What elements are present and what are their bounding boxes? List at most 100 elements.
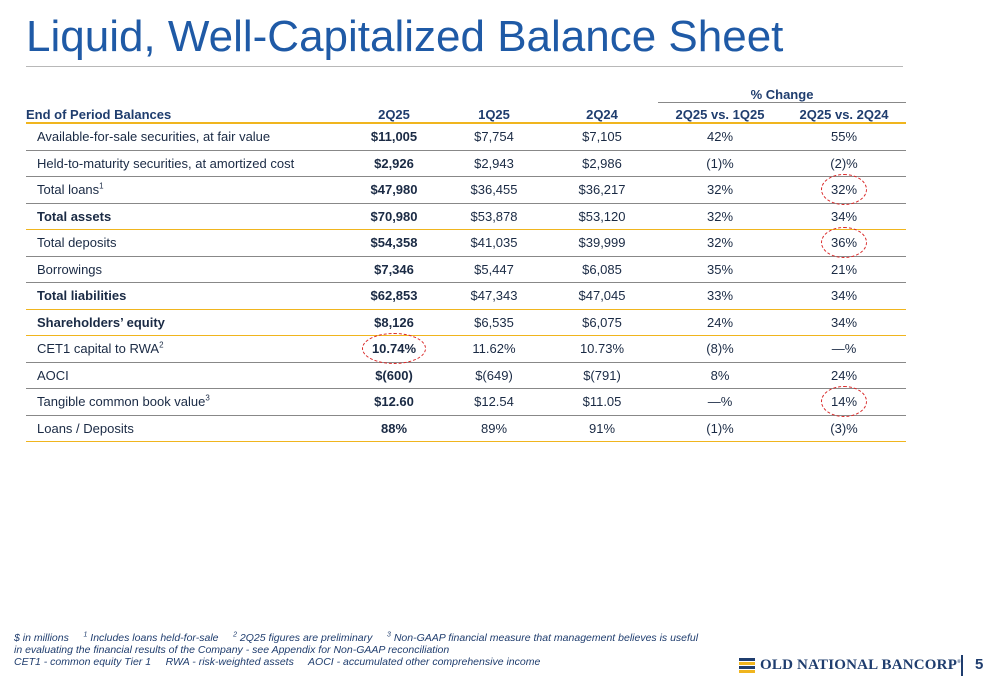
table-row: Total loans1 $47,980 $36,455 $36,217 32% 32% [26,174,906,206]
row-label: Total loans1 [26,176,346,204]
cell-1q25: $12.54 [442,388,546,416]
cell-vs-1q25: 42% [658,123,782,151]
cell-value: $(791) [583,367,621,383]
row-label-text: Loans / Deposits [37,420,134,436]
cell-2q24: $36,217 [546,176,658,204]
row-label: Tangible common book value3 [26,388,346,416]
cell-value: $6,085 [582,261,622,277]
cell-value: $2,986 [582,155,622,171]
cell-2q25: $47,980 [346,176,442,204]
table-row: Tangible common book value3 $12.60 $12.54 $… [26,386,906,418]
cell-2q24: $39,999 [546,229,658,257]
footnote-2: 2Q25 figures are preliminary [239,632,373,644]
cell-value: 89% [480,420,508,436]
cell-value: 11.62% [472,341,516,357]
cell-value: 55% [830,129,858,145]
page-number-divider [961,655,963,676]
cell-1q25: $2,943 [442,150,546,177]
balance-sheet-table: % Change End of Period Balances 2Q25 1Q2… [26,84,906,442]
cell-value: $53,878 [470,208,518,224]
cell-1q25: $7,754 [442,123,546,151]
cell-2q24: $2,986 [546,150,658,177]
cell-value: 35% [706,261,734,277]
cell-value: 34% [830,314,858,330]
cell-value: (3)% [830,420,858,436]
title-divider [26,66,903,67]
footnote-reference: 3 [205,393,210,403]
company-logo: OLD NATIONAL BANCORP® [739,657,961,674]
table-row: Loans / Deposits 88% 89% 91% (1)% (3)% [26,415,906,442]
cell-2q24: $(791) [546,362,658,389]
cell-vs-1q25: (1)% [658,150,782,177]
cell-value: $53,120 [578,208,626,224]
cell-value: 24% [706,314,734,330]
cell-value: $(600) [375,367,413,383]
cell-value: 32% [706,235,734,251]
circled-value: 14% [820,386,868,418]
cell-value: 24% [830,367,858,383]
cell-2q25: 88% [346,415,442,442]
registered-mark: ® [957,660,962,665]
cell-vs-2q24: 21% [782,256,906,283]
column-header-vs-2q24: 2Q25 vs. 2Q24 [782,102,906,124]
cell-1q25: $47,343 [442,282,546,310]
cell-vs-1q25: 32% [658,229,782,257]
cell-value: $2,926 [374,155,414,171]
table-row: Borrowings $7,346 $5,447 $6,085 35% 21% [26,256,906,283]
row-label: AOCI [26,362,346,389]
column-header-2q24: 2Q24 [546,102,658,124]
cell-value: (8)% [706,341,734,357]
cell-value: $6,535 [474,314,514,330]
cell-value: 88% [380,420,408,436]
cell-1q25: 11.62% [442,335,546,363]
logo-mark-icon [739,657,755,674]
cell-value: $(649) [475,367,513,383]
cell-value: 10.73% [579,341,625,357]
circled-value: 36% [820,227,868,259]
cell-value: $70,980 [370,208,418,224]
column-header-vs-1q25: 2Q25 vs. 1Q25 [658,102,782,124]
footnote-line-1: $ in millions 1 Includes loans held-for-… [14,631,754,645]
cell-value: —% [707,394,733,410]
row-label-text: Borrowings [37,261,103,277]
cell-value: (1)% [706,155,734,171]
table-header-group-row: % Change [26,84,906,103]
cell-value: $62,853 [370,288,418,304]
cell-2q25: $11,005 [346,123,442,151]
cell-value: $47,343 [470,288,518,304]
cell-vs-1q25: 8% [658,362,782,389]
row-label-text: Held-to-maturity securities, at amortize… [37,155,295,171]
cell-vs-2q24: 34% [782,282,906,310]
footnote-units: $ in millions [14,632,69,644]
footnote-line-3: CET1 - common equity Tier 1 RWA - risk-w… [14,656,754,668]
row-label-text: Available-for-sale securities, at fair v… [37,129,271,145]
footnote-3-part-1: Non-GAAP financial measure that manageme… [393,632,699,644]
footnote-marker: 1 [83,631,88,639]
abbreviation-cet1: CET1 - common equity Tier 1 [14,656,152,668]
table-row: CET1 capital to RWA2 10.74% 11.62% 10.73% (8… [26,333,906,365]
cell-vs-2q24: (3)% [782,415,906,442]
cell-value: (1)% [706,420,734,436]
cell-value: $11,005 [370,129,418,145]
cell-value: 33% [706,288,734,304]
footnote-3-part-2: in evaluating the financial results of t… [14,644,450,656]
pct-change-group-header: % Change [658,84,906,103]
page-title: Liquid, Well-Capitalized Balance Sheet [26,12,784,61]
cell-2q25: 10.74% [346,333,442,365]
row-label: CET1 capital to RWA2 [26,335,346,363]
abbreviation-aoci: AOCI - accumulated other comprehensive i… [308,656,541,668]
row-label-text: Shareholders’ equity [37,314,165,330]
cell-value: $2,943 [474,155,514,171]
row-label: Borrowings [26,256,346,283]
cell-vs-1q25: (8)% [658,335,782,363]
cell-2q24: $6,075 [546,309,658,336]
cell-value: $11.05 [582,394,622,410]
cell-2q24: $7,105 [546,123,658,151]
table-header-row: End of Period Balances 2Q25 1Q25 2Q24 2Q… [26,102,906,124]
cell-1q25: $41,035 [442,229,546,257]
cell-2q24: $47,045 [546,282,658,310]
cell-1q25: $36,455 [442,176,546,204]
cell-value: 21% [830,261,858,277]
footnote-marker: 2 [233,631,237,639]
table-row: AOCI $(600) $(649) $(791) 8% 24% [26,362,906,389]
